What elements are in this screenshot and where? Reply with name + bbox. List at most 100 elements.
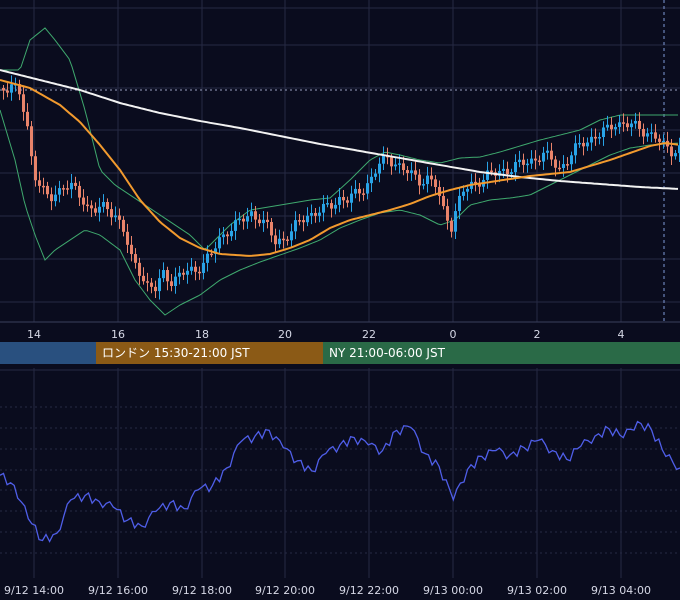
session-bar-london: ロンドン 15:30-21:00 JST [96,342,323,364]
candle-body-75 [302,220,305,223]
candle-body-86 [346,200,349,203]
session-bar-ny: NY 21:00-06:00 JST [323,342,680,364]
candle-body-125 [502,168,505,171]
x-tick-label-top: 4 [617,328,625,341]
candle-body-66 [266,219,269,222]
candle-body-6 [26,111,29,127]
candle-body-159 [638,120,641,129]
candle-body-162 [650,132,653,134]
candle-body-85 [342,196,345,201]
candle-body-7 [30,126,33,157]
candle-body-30 [122,219,125,232]
candle-body-1 [6,90,9,93]
candle-body-21 [86,204,89,207]
candle-body-65 [262,219,265,224]
candle-body-38 [154,286,157,292]
candle-body-126 [506,168,509,175]
candle-body-35 [142,275,145,282]
candle-body-133 [534,158,537,161]
candle-body-25 [102,201,105,207]
candle-body-88 [354,188,357,194]
candle-body-39 [158,278,161,292]
candle-body-8 [34,156,37,181]
candle-body-119 [478,183,481,187]
candle-body-45 [182,272,185,275]
candle-body-158 [634,120,637,124]
candle-body-113 [454,211,457,232]
candle-body-134 [538,160,541,162]
candle-body-52 [210,253,213,256]
candle-body-17 [70,182,73,190]
candle-body-93 [374,173,377,177]
candle-body-135 [542,152,545,162]
candle-body-107 [430,175,433,180]
x-tick-label-top: 0 [449,328,457,341]
x-tick-label-bottom: 9/12 20:00 [255,584,315,597]
candle-body-42 [170,281,173,287]
candle-body-41 [166,270,169,282]
candle-body-50 [202,262,205,273]
candle-body-84 [338,196,341,205]
candle-body-68 [274,235,277,245]
bollinger-lower-line [0,109,679,316]
candle-body-154 [618,122,621,128]
x-tick-label-top: 16 [111,328,125,341]
candle-body-70 [282,238,285,241]
candle-body-55 [222,234,225,238]
candle-body-62 [250,211,253,217]
candle-body-167 [670,146,673,157]
candle-body-161 [646,133,649,137]
candle-body-163 [654,132,657,139]
candle-body-98 [394,164,397,167]
candle-body-124 [498,170,501,176]
candle-body-9 [38,180,41,186]
candle-body-97 [390,157,393,167]
candle-body-61 [246,216,249,222]
candle-body-44 [178,272,181,277]
candle-body-11 [46,185,49,195]
x-tick-label-bottom: 9/12 18:00 [172,584,232,597]
x-tick-label-bottom: 9/13 02:00 [507,584,567,597]
candle-body-76 [306,215,309,223]
candle-body-67 [270,221,273,236]
candle-body-24 [98,206,101,213]
candle-body-53 [214,248,217,254]
candle-body-32 [130,244,133,255]
candle-body-46 [186,270,189,275]
x-tick-label-top: 2 [533,328,541,341]
moving-average-long-line [0,69,679,190]
candle-body-153 [614,127,617,130]
candle-body-40 [162,270,165,279]
candle-body-101 [406,170,409,174]
candle-body-36 [146,281,149,283]
candle-body-100 [402,163,405,171]
candle-body-99 [398,163,401,165]
candle-body-2 [10,84,13,93]
candle-body-138 [554,159,557,168]
candle-body-47 [190,266,193,271]
candle-body-114 [458,195,461,212]
x-tick-label-top: 18 [195,328,209,341]
candle-body-111 [446,206,449,221]
candle-body-140 [562,164,565,169]
candle-body-43 [174,276,177,287]
session-label-ny: NY 21:00-06:00 JST [329,346,445,360]
candle-body-10 [42,185,45,188]
candle-body-16 [66,188,69,190]
candle-body-58 [234,220,237,231]
candle-body-110 [442,195,445,207]
candle-body-28 [114,215,117,218]
candle-body-80 [322,203,325,213]
candle-body-121 [486,170,489,180]
candle-body-23 [94,208,97,213]
candle-body-137 [550,150,553,160]
candle-body-56 [226,234,229,237]
candle-body-82 [330,203,333,209]
candle-body-12 [50,194,53,202]
candle-body-132 [530,158,533,164]
candle-body-15 [62,188,65,190]
candle-body-136 [546,150,549,153]
candle-body-22 [90,205,93,209]
